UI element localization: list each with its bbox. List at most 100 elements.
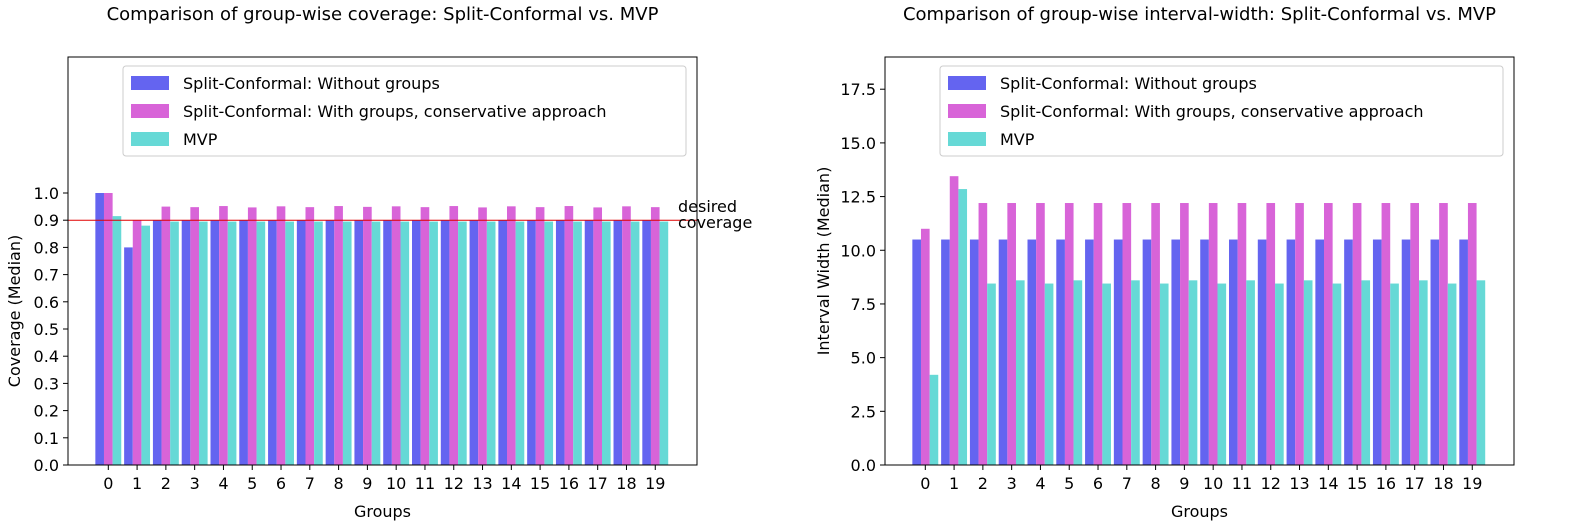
legend-label: Split-Conformal: With groups, conservati… [1000, 102, 1424, 121]
y-tick-label: 0.2 [34, 402, 59, 421]
x-tick-label: 3 [190, 474, 200, 493]
bar [1188, 280, 1198, 465]
x-tick-label: 14 [1318, 474, 1338, 493]
x-tick-label: 5 [247, 474, 257, 493]
bar [1401, 239, 1411, 465]
bar [527, 220, 536, 465]
bar [1073, 280, 1083, 465]
bar [285, 221, 294, 465]
bar [1122, 203, 1132, 465]
bar [458, 221, 467, 465]
bar [1015, 280, 1025, 465]
legend-swatch [948, 132, 986, 146]
bar [555, 220, 565, 465]
bar [478, 207, 487, 465]
x-tick-label: 12 [444, 474, 464, 493]
bar [958, 189, 968, 465]
bar [1200, 239, 1209, 465]
x-tick-label: 0 [920, 474, 930, 493]
bar [1217, 283, 1227, 465]
x-tick-label: 7 [1122, 474, 1132, 493]
y-tick-label: 10.0 [840, 241, 876, 260]
x-tick-label: 15 [1347, 474, 1367, 493]
bar [1361, 280, 1371, 465]
legend-label: Split-Conformal: With groups, conservati… [183, 102, 607, 121]
bar [498, 220, 508, 465]
bar [573, 221, 582, 465]
legend-swatch [131, 76, 169, 90]
y-tick-label: 12.5 [840, 188, 876, 207]
chart-title: Comparison of group-wise interval-width:… [903, 4, 1496, 25]
bar [1332, 283, 1342, 465]
bar [1036, 203, 1045, 465]
bar [1085, 239, 1094, 465]
bar [1459, 239, 1468, 465]
legend-box [122, 65, 687, 157]
bar [1159, 283, 1169, 465]
bar [1303, 280, 1313, 465]
bar [383, 220, 392, 465]
bar [1064, 203, 1074, 465]
bar [1208, 203, 1218, 465]
y-tick-label: 0.6 [34, 293, 59, 312]
bar [1007, 203, 1016, 465]
y-tick-label: 7.5 [851, 295, 876, 314]
bar [342, 221, 352, 465]
bar [584, 220, 594, 465]
y-tick-label: 0.0 [34, 456, 59, 475]
chart-title: Comparison of group-wise coverage: Split… [107, 4, 659, 25]
bar [268, 220, 277, 465]
bar [296, 220, 306, 465]
bar [247, 207, 257, 465]
bar [1237, 203, 1247, 465]
x-tick-label: 2 [161, 474, 171, 493]
bar [391, 206, 401, 465]
bar [1275, 283, 1284, 465]
x-tick-label: 13 [472, 474, 492, 493]
bar [227, 221, 237, 465]
bar [1381, 203, 1391, 465]
bar [1044, 283, 1054, 465]
x-axis-label: Groups [1171, 502, 1228, 521]
legend-swatch [948, 104, 986, 118]
bar [1102, 283, 1111, 465]
x-tick-label: 4 [218, 474, 228, 493]
bar [354, 220, 364, 465]
bar [429, 221, 438, 465]
bar [190, 207, 199, 466]
bar [613, 220, 623, 465]
bar [363, 206, 372, 465]
bar [650, 207, 660, 466]
bar [1266, 203, 1276, 465]
x-tick-label: 19 [1462, 474, 1482, 493]
x-tick-label: 12 [1261, 474, 1281, 493]
x-tick-label: 0 [103, 474, 113, 493]
bar [593, 207, 603, 465]
bar [642, 220, 651, 465]
bar [929, 374, 939, 465]
bar [198, 221, 208, 465]
bar [1430, 239, 1440, 465]
bar [1257, 239, 1267, 465]
y-axis-label: Interval Width (Median) [814, 167, 833, 356]
bar [1027, 239, 1037, 465]
bar [544, 221, 554, 465]
bar [469, 220, 479, 465]
y-tick-label: 15.0 [840, 134, 876, 153]
x-tick-label: 16 [559, 474, 579, 493]
x-tick-label: 14 [501, 474, 521, 493]
bar [1410, 203, 1420, 465]
bar [276, 206, 286, 465]
bar [1352, 203, 1362, 465]
plot-frame [67, 56, 698, 466]
legend-box [939, 65, 1504, 157]
bar [412, 220, 421, 465]
bar [659, 221, 669, 465]
legend-swatch [131, 104, 169, 118]
x-tick-label: 15 [530, 474, 550, 493]
bar [969, 239, 979, 465]
x-tick-label: 10 [1203, 474, 1223, 493]
bar [1467, 203, 1477, 465]
x-tick-label: 2 [978, 474, 988, 493]
